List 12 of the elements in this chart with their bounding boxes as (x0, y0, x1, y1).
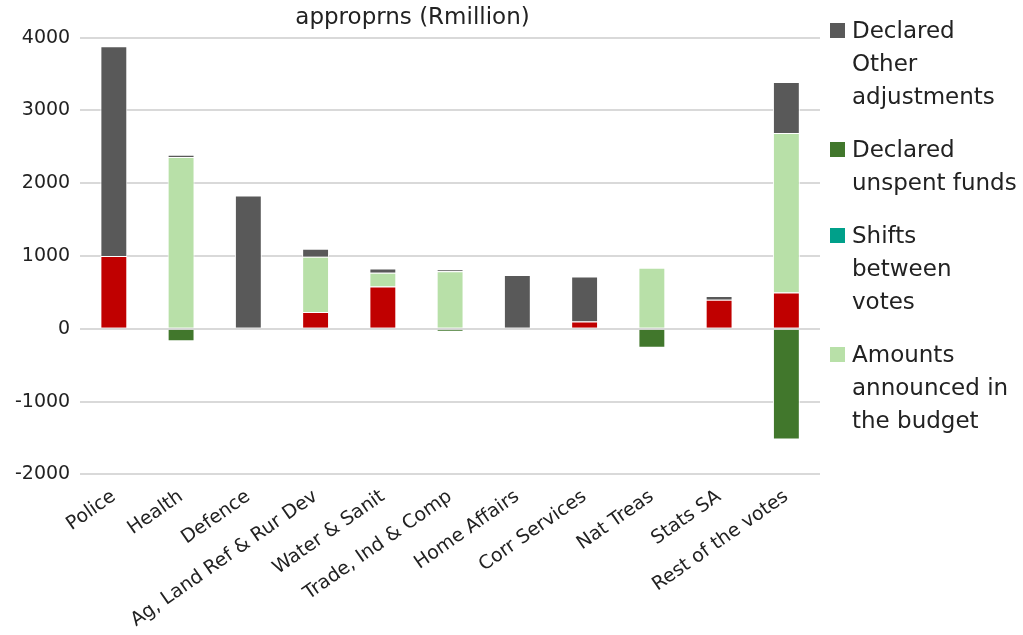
y-tick-label: 4000 (21, 24, 71, 47)
y-tick-label: 0 (58, 315, 71, 338)
y-tick-label: 3000 (21, 97, 71, 120)
legend-label: Declared Other adjustments (852, 16, 996, 111)
legend-label: Shifts between votes (852, 221, 953, 316)
legend-label: Amounts announced in the budget (852, 340, 1010, 435)
y-tick-label: 1000 (21, 242, 71, 265)
y-tick-label: -2000 (14, 461, 71, 484)
y-tick-label: 2000 (21, 170, 71, 193)
chart-title: approprns (Rmillion) (295, 2, 530, 29)
y-tick-label: -1000 (14, 388, 71, 411)
legend-label: Declared unspent funds (852, 135, 1018, 197)
